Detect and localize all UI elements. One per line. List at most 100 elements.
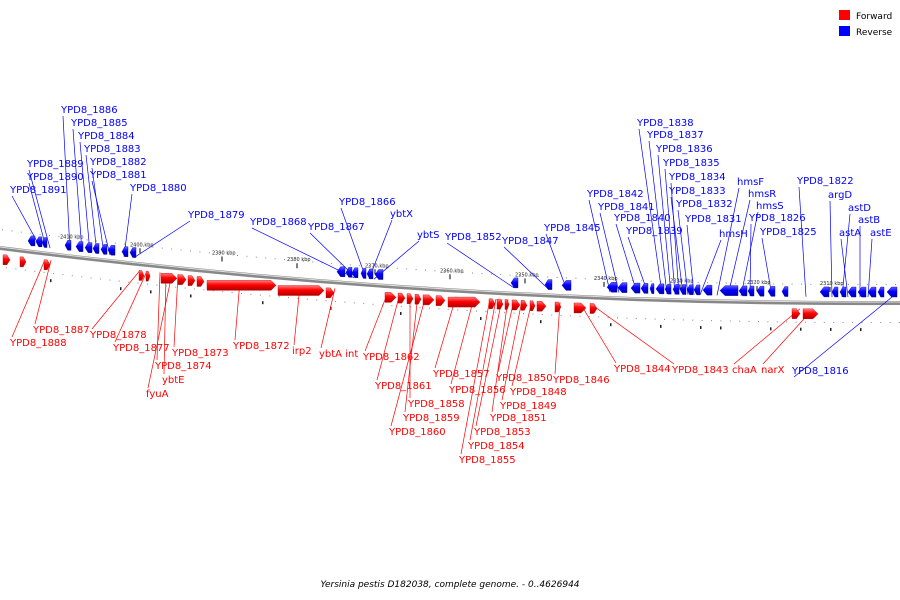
gene-label-ypd8-1873: YPD8_1873 (171, 348, 229, 359)
label-leader-line (615, 223, 638, 294)
track-dot (114, 242, 116, 244)
track-dot (472, 272, 473, 274)
track-dot (124, 243, 126, 245)
track-mark (610, 323, 612, 327)
track-mark (262, 301, 264, 305)
label-leader-line (390, 294, 427, 427)
label-leader-line (364, 292, 389, 352)
track-dot (400, 305, 402, 307)
forward-gene (422, 294, 435, 306)
gene-label-ypd8-1888: YPD8_1888 (9, 338, 67, 349)
track-dot (560, 314, 562, 316)
label-leader-line (727, 199, 751, 296)
track-dot (353, 302, 355, 304)
forward-gene (160, 273, 178, 284)
reverse-gene (351, 267, 359, 278)
track-dot (237, 254, 238, 256)
track-dot (434, 270, 436, 272)
reverse-gene (561, 280, 572, 291)
gene-label-ypd8-1839: YPD8_1839 (625, 226, 683, 237)
reverse-gene (35, 236, 43, 248)
gene-label-ypd8-1881: YPD8_1881 (89, 170, 147, 181)
track-dot (754, 283, 755, 285)
track-dot (410, 306, 412, 308)
track-dot (494, 311, 496, 313)
forward-gene (496, 298, 504, 310)
label-leader-line (460, 298, 491, 455)
track-dot (805, 321, 806, 323)
track-dot (523, 313, 524, 315)
track-dot (776, 321, 778, 323)
track-dot (378, 266, 379, 268)
label-leader-line (11, 259, 46, 338)
gene-labels: YPD8_1891 YPD8_1890 YPD8_1889 YPD8_1886 YPD8… (9, 105, 892, 466)
track-dot (152, 246, 154, 248)
track-dot (645, 318, 647, 320)
gene-label-ypd8-1860: YPD8_1860 (388, 427, 446, 438)
gene-label-ypd8-1849: YPD8_1849 (499, 401, 557, 412)
gene-label-ypd8-1848: YPD8_1848 (509, 387, 567, 398)
label-leader-line (793, 296, 893, 378)
legend-swatch-forward (839, 10, 850, 20)
track-mark (830, 327, 832, 331)
gene-label-ypd8-1847: YPD8_1847 (501, 236, 559, 247)
track-mark (400, 312, 402, 316)
label-leader-line (841, 213, 851, 298)
track-dot (86, 239, 88, 241)
track-dot (876, 284, 878, 286)
track-dot (716, 282, 718, 284)
track-dot (71, 275, 73, 277)
label-leader-line (733, 308, 801, 365)
track-dot (250, 293, 252, 295)
track-dot (462, 272, 464, 274)
legend: Forward Reverse (839, 10, 893, 38)
gene-label-ypd8-1883: YPD8_1883 (83, 144, 141, 155)
track-dot (767, 321, 769, 323)
track-dot (190, 250, 191, 252)
label-leader-line (91, 167, 105, 255)
gene-label-ypd8-1878: YPD8_1878 (89, 330, 147, 341)
track-dot (711, 320, 712, 322)
track-dot (325, 300, 327, 302)
gene-label-ybts: ybtS (417, 230, 440, 241)
track-dot (541, 314, 543, 316)
label-leader-line (11, 195, 41, 248)
legend-swatch-reverse (839, 26, 850, 36)
track-dot (194, 288, 195, 290)
track-dot (528, 275, 530, 277)
scale-tick-label: 2400 kbp (130, 242, 154, 248)
reverse-gene (655, 283, 665, 295)
track-dot (382, 304, 383, 306)
track-dot (340, 263, 342, 265)
label-leader-line (599, 212, 620, 293)
label-leader-line (670, 196, 684, 295)
gene-label-ypd8-1837: YPD8_1837 (646, 130, 704, 141)
track-dot (58, 236, 60, 238)
track-dot (118, 280, 120, 282)
gene-label-ybta-int: ybtA int (319, 349, 358, 360)
legend-label-forward: Forward (856, 12, 892, 22)
track-dot (165, 285, 167, 287)
track-dot (801, 283, 802, 285)
track-dot (500, 274, 502, 276)
label-leader-line (638, 128, 663, 294)
track-mark (50, 279, 52, 283)
reverse-gene (819, 286, 830, 298)
reverse-gene (606, 282, 618, 293)
label-leader-line (829, 200, 833, 297)
forward-gene (2, 254, 11, 266)
label-leader-line (588, 199, 611, 293)
label-leader-line (28, 169, 51, 249)
track-dot (490, 273, 492, 275)
forward-gene (384, 292, 397, 303)
track-dot (359, 265, 361, 267)
gene-label-ypd8-1886: YPD8_1886 (60, 105, 118, 116)
reverse-gene (649, 283, 655, 294)
reverse-gene (544, 279, 553, 290)
label-leader-line (491, 299, 509, 413)
label-leader-line (657, 154, 672, 295)
gene-label-ypd8-1831: YPD8_1831 (684, 214, 742, 225)
forward-gene (187, 275, 196, 286)
reverse-gene (664, 283, 672, 295)
reverse-gene (738, 285, 748, 297)
